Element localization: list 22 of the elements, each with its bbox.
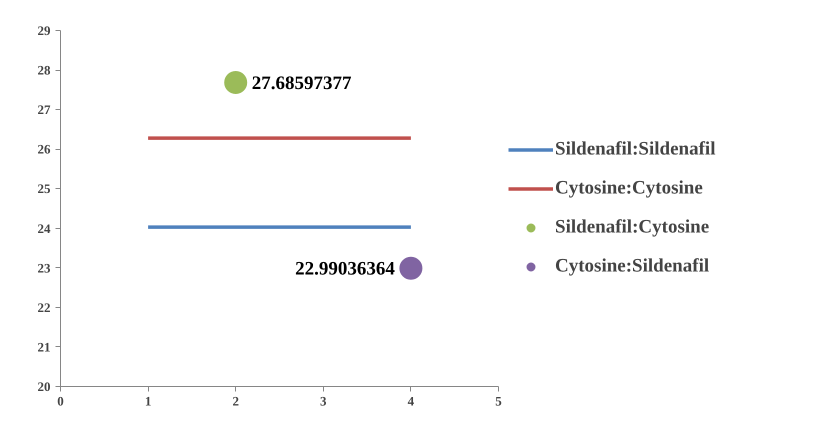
x-tick-label: 2 <box>232 394 239 408</box>
y-tick-label: 29 <box>38 23 51 38</box>
legend-label: Sildenafil:Sildenafil <box>555 138 716 160</box>
x-tick-label: 0 <box>57 394 64 408</box>
y-tick-label: 24 <box>38 220 51 236</box>
y-tick-label: 28 <box>38 62 51 78</box>
y-tick-label: 23 <box>38 260 51 276</box>
y-tick-label: 22 <box>38 300 50 315</box>
y-tick-label: 26 <box>38 142 51 157</box>
legend-label: Cytosine:Sildenafil <box>555 256 710 278</box>
x-tick-label: 3 <box>320 394 328 408</box>
x-tick-label: 4 <box>408 394 415 408</box>
y-tick-label: 20 <box>38 379 50 394</box>
y-tick-label: 27 <box>38 102 51 118</box>
x-tick-label: 5 <box>495 394 502 408</box>
y-tick-label: 25 <box>38 181 51 196</box>
legend-label: Cytosine:Cytosine <box>555 178 703 200</box>
data-label: 27.68597377 <box>252 72 352 94</box>
legend-label: Sildenafil:Cytosine <box>555 216 710 238</box>
x-tick-label: 1 <box>144 394 152 408</box>
y-tick-label: 21 <box>38 339 50 354</box>
data-label: 22.99036364 <box>295 258 396 280</box>
